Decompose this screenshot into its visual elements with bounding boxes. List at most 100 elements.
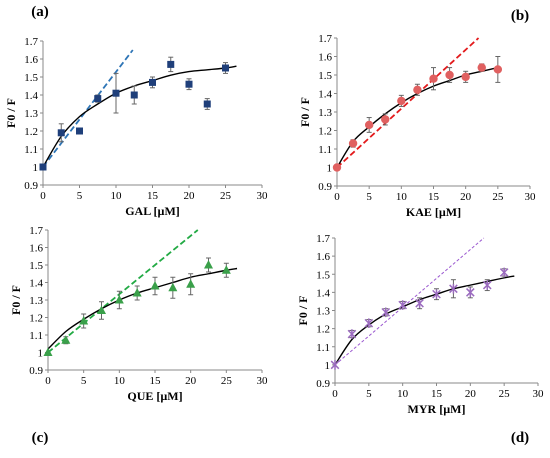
x-tick-label: 0 (334, 191, 340, 203)
x-tick-label: 10 (111, 190, 123, 202)
panel-label: (b) (511, 8, 529, 24)
y-tick-label: 1.6 (316, 251, 330, 263)
data-point (222, 64, 229, 72)
y-tick-label: 1.3 (316, 306, 330, 318)
x-tick-label: 30 (257, 375, 269, 387)
data-point (57, 129, 65, 137)
y-tick-label: 1.5 (24, 72, 38, 84)
data-point (132, 288, 142, 297)
y-tick-label: 1.4 (24, 90, 38, 102)
x-tick-label: 20 (185, 375, 197, 387)
y-tick-label: 1.4 (316, 287, 330, 299)
y-tick-label: 1.2 (29, 313, 43, 325)
data-point (364, 318, 374, 328)
x-tick-label: 20 (465, 388, 477, 400)
x-tick-label: 15 (147, 190, 159, 202)
linear-fit-line (42, 49, 134, 168)
x-tick-label: 0 (45, 375, 51, 387)
x-tick-label: 15 (150, 375, 162, 387)
x-tick-label: 25 (492, 191, 504, 203)
data-point (445, 70, 454, 80)
data-point (449, 283, 458, 294)
data-point (466, 287, 475, 298)
data-point (413, 85, 422, 95)
data-point (39, 163, 47, 171)
linear-fit-line (47, 229, 199, 354)
panel-a: 0 5 10 15 20 25 30 0.9 1 1.1 1.2 1.3 1.4 1.5 1.6 1.7 GAL… (4, 4, 268, 218)
y-tick-label: 1.5 (318, 70, 332, 82)
panel-d: 0 5 10 15 20 25 30 0.9 1 1.1 1.2 1.3 1.4 1.5 1.6 1.7 MYR… (296, 233, 544, 446)
data-point (482, 280, 492, 290)
y-tick-label: 1 (327, 163, 333, 175)
y-tick-label: 0.9 (318, 181, 332, 193)
y-tick-label: 1 (38, 348, 44, 360)
data-point (168, 282, 178, 292)
x-tick-label: 15 (431, 388, 443, 400)
panel-label: (d) (511, 430, 529, 446)
fit-curve (47, 267, 238, 350)
x-axis-label: KAE [µM] (406, 205, 461, 219)
data-point (221, 265, 231, 274)
y-tick-label: 1.3 (318, 107, 332, 119)
data-point (203, 100, 211, 108)
data-point (477, 63, 486, 72)
data-point (461, 72, 470, 82)
y-tick-label: 1.5 (316, 269, 330, 281)
y-tick-label: 1.1 (24, 144, 38, 156)
data-point (381, 115, 390, 124)
fit-curve (336, 66, 498, 168)
x-tick-label: 5 (77, 190, 83, 202)
y-tick-label: 1.6 (29, 243, 43, 255)
panel-c: 0 5 10 15 20 25 30 0.9 1 1.1 1.2 1.3 1.4 1.5 1.6 1.7 QUE… (9, 225, 268, 446)
y-tick-label: 1.5 (29, 260, 43, 272)
data-point (130, 91, 138, 99)
y-tick-label: 1.3 (29, 295, 43, 307)
data-point (347, 329, 357, 339)
data-point (332, 163, 342, 172)
x-tick-label: 25 (221, 375, 233, 387)
y-tick-label: 1.4 (29, 278, 43, 290)
x-tick-label: 10 (114, 375, 126, 387)
data-point (150, 281, 160, 290)
x-tick-label: 20 (460, 191, 472, 203)
x-tick-label: 0 (40, 190, 46, 202)
data-point (112, 89, 120, 97)
y-axis-label: F0 / F (9, 285, 23, 315)
data-point (204, 260, 213, 269)
data-point (429, 74, 438, 83)
y-tick-label: 1.7 (318, 33, 332, 45)
data-point (186, 279, 196, 288)
panel-label: (c) (32, 430, 49, 446)
data-point (348, 139, 358, 148)
x-axis-label: GAL [µM] (125, 204, 180, 218)
data-point (381, 307, 391, 318)
panel-b: 0 5 10 15 20 25 30 0.9 1 1.1 1.2 1.3 1.4 1.5 1.6 1.7 KAE… (298, 8, 536, 219)
data-point (61, 335, 71, 344)
data-point (364, 120, 374, 130)
data-point (432, 289, 441, 299)
y-tick-label: 1.4 (318, 89, 332, 101)
y-tick-label: 1.7 (316, 233, 330, 245)
x-tick-label: 5 (366, 191, 372, 203)
y-tick-label: 1.6 (24, 54, 38, 66)
data-point (397, 96, 406, 106)
x-tick-label: 10 (397, 388, 409, 400)
y-axis-label: F0 / F (298, 97, 312, 127)
x-tick-label: 25 (220, 190, 232, 202)
x-tick-label: 5 (81, 375, 87, 387)
x-axis-label: QUE [µM] (127, 389, 182, 403)
data-point (79, 316, 89, 325)
y-tick-label: 0.9 (29, 365, 43, 377)
x-axis-label: MYR [µM] (408, 402, 466, 416)
data-point (493, 65, 503, 74)
y-tick-label: 1.7 (24, 36, 38, 48)
y-tick-label: 1.2 (316, 324, 330, 336)
x-tick-label: 30 (525, 191, 537, 203)
data-point (330, 360, 340, 370)
data-point (94, 95, 102, 103)
panel-label: (a) (31, 4, 49, 20)
linear-fit-line (334, 237, 485, 366)
data-point (167, 60, 175, 68)
